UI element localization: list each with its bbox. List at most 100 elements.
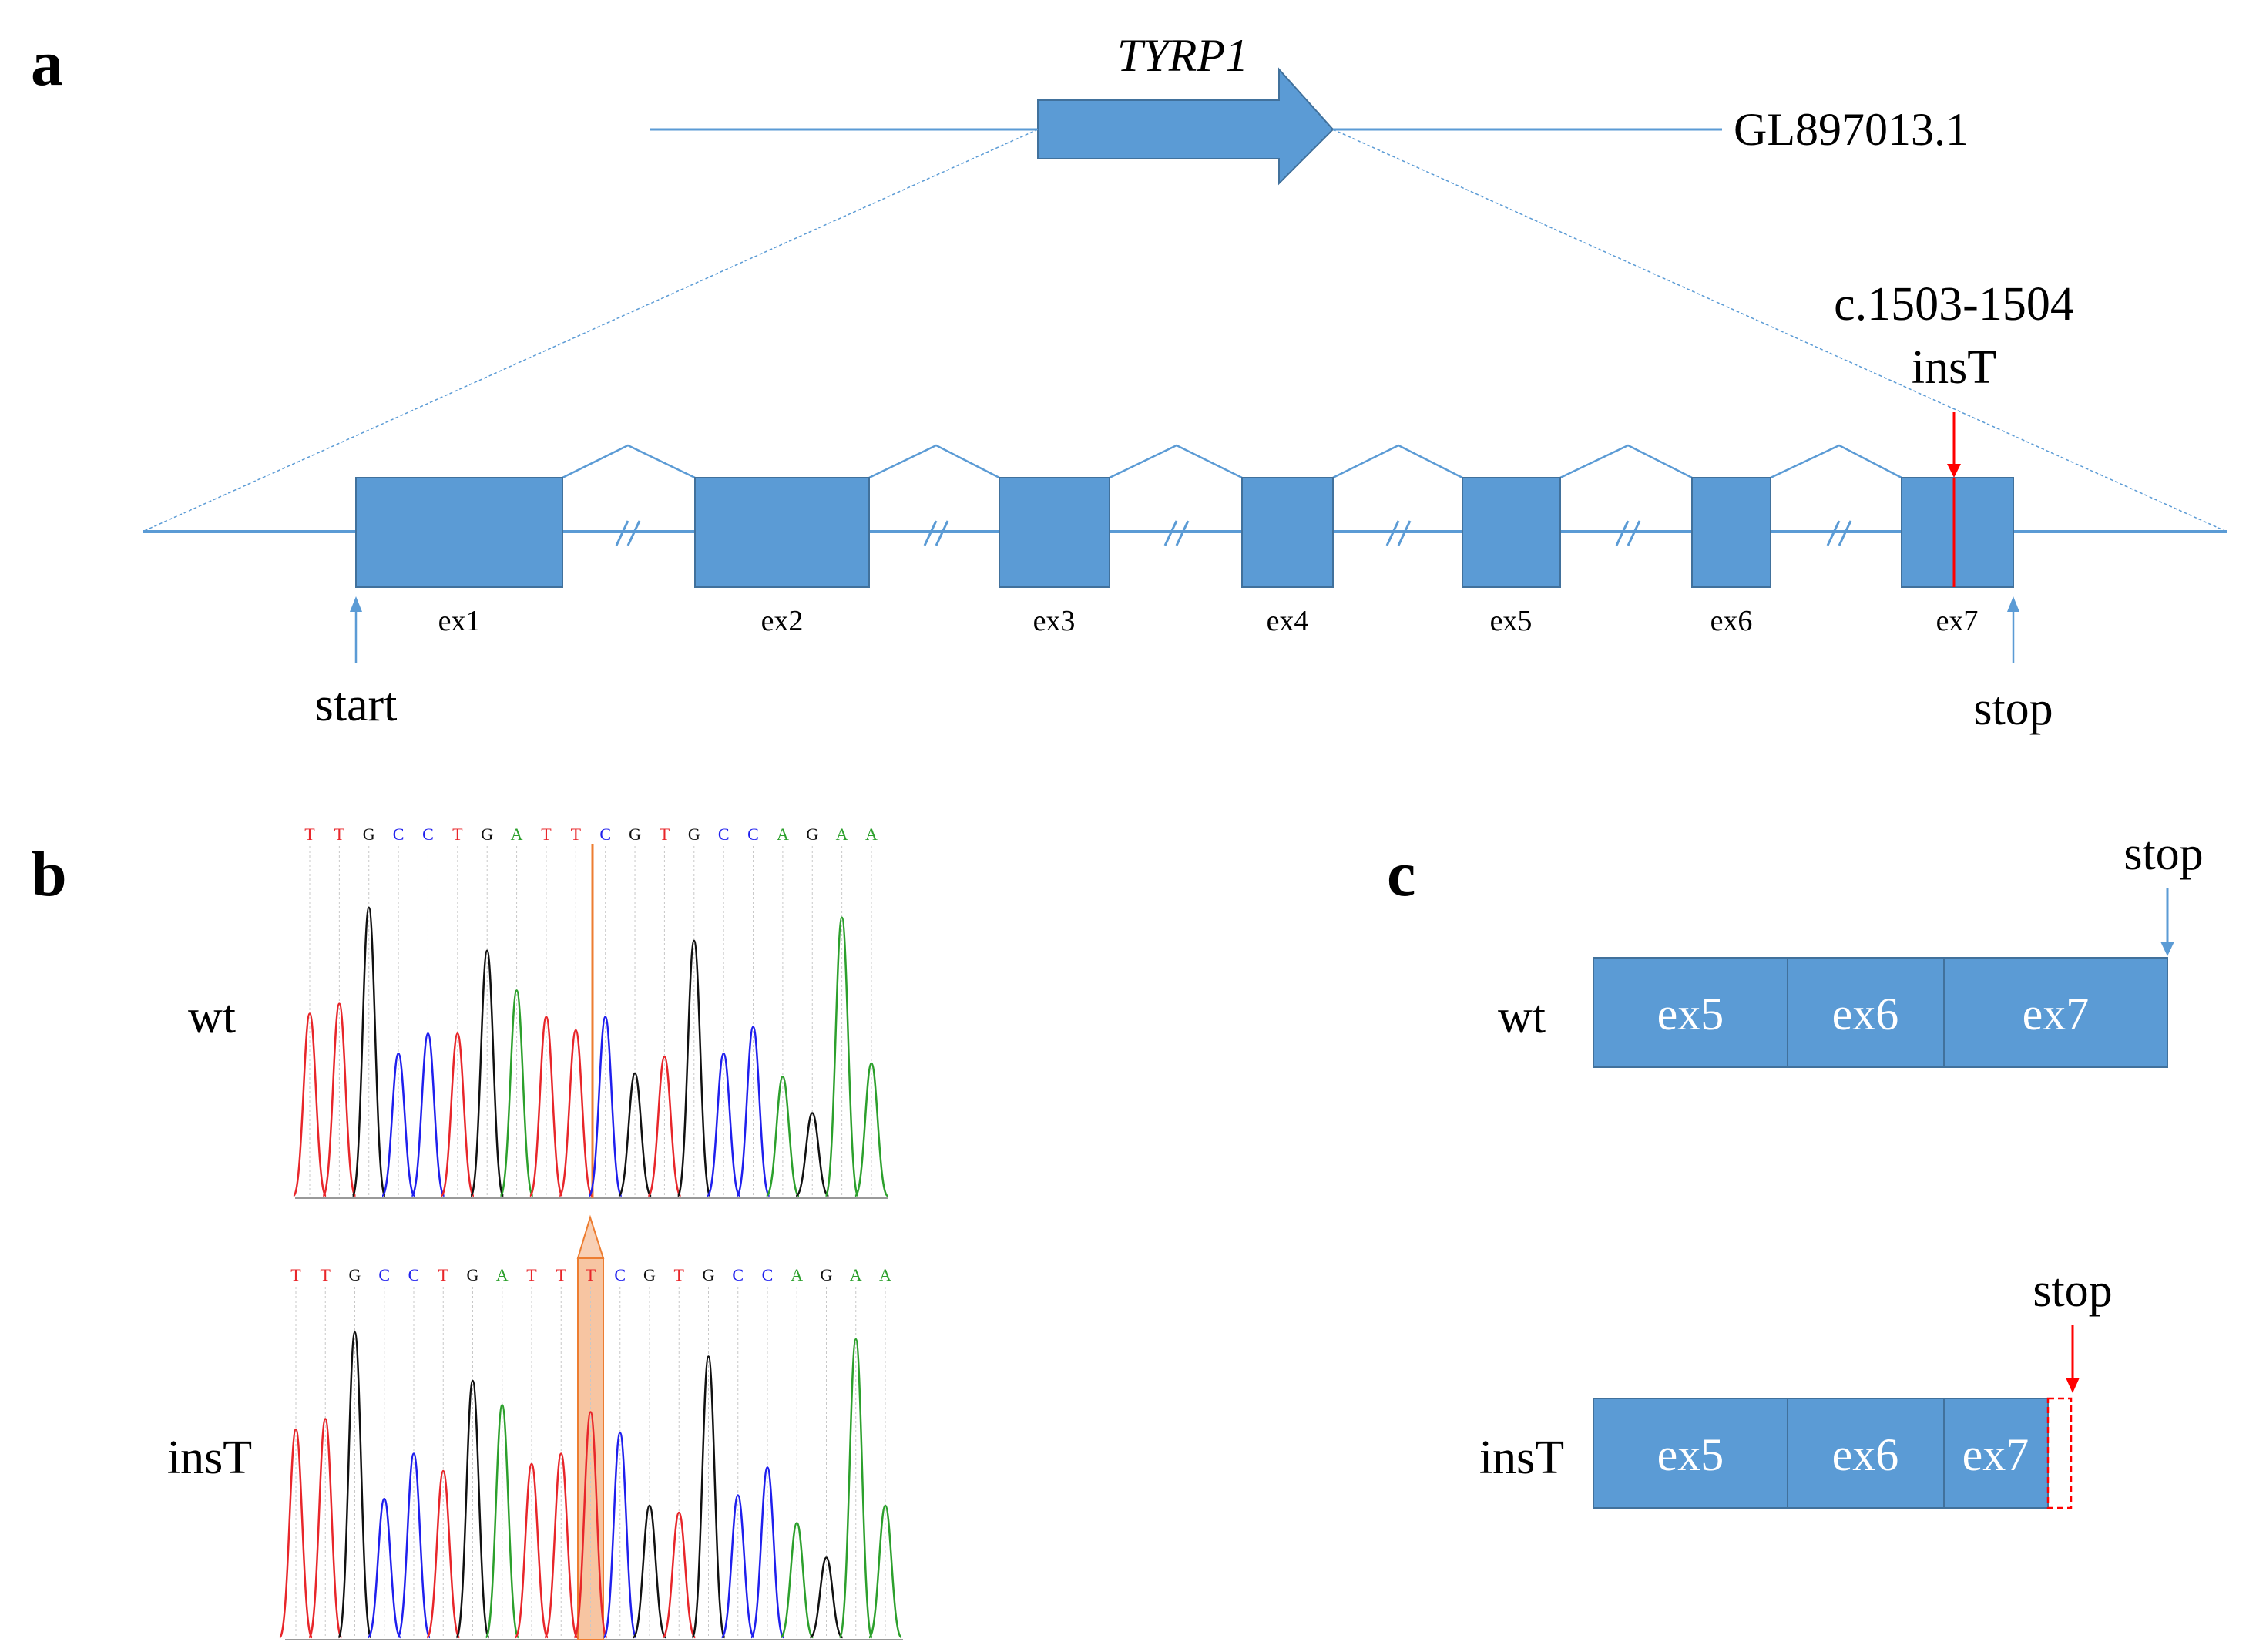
trace-peak [381,1052,416,1197]
zoom-line-right [1332,129,2227,532]
trace-peak [809,1556,844,1639]
mutation-label-line2: insT [1912,341,1996,394]
base-call: G [467,1265,479,1284]
exon-blocks [355,477,2014,588]
base-call: G [629,824,641,844]
base-call: A [865,824,878,844]
exon-label: ex5 [1490,605,1533,637]
base-call: T [571,824,582,844]
base-call: A [836,824,848,844]
exon-label: ex3 [1033,605,1076,637]
base-call: C [747,824,759,844]
wt-box-label: ex7 [2023,989,2090,1039]
wt-stop-arrowhead [2160,942,2174,956]
insertion-pointer [576,1214,605,1259]
trace-peak [868,1504,903,1639]
gene-name: TYRP1 [1117,30,1248,81]
base-call: G [806,824,818,844]
trace-peak [351,906,387,1197]
base-call: C [718,824,730,844]
base-call: A [791,1265,803,1284]
base-call: T [674,1265,685,1284]
base-call: G [821,1265,833,1284]
exon-block-5 [1462,477,1561,588]
trace-peak [588,1016,623,1197]
base-call: T [290,1265,301,1284]
base-call: T [438,1265,449,1284]
trace-peak [617,1072,653,1197]
base-call: A [879,1265,891,1284]
zoom-line-left [142,129,1039,532]
trace-peak [322,1002,357,1197]
panel-a-letter: a [31,28,63,99]
wt-trace-label: wt [188,991,236,1043]
ins-box-ex7 [1943,1398,2049,1509]
trace-peak [765,1075,801,1197]
stop-arrowhead [2007,596,2019,612]
base-call: T [334,824,345,844]
panel-c: c wt ex5 ex6 ex7 stop insT ex5 ex6 ex7 s… [1387,828,2204,1509]
trace-peak [396,1452,431,1639]
base-call: T [304,824,315,844]
base-call: T [321,1265,331,1284]
trace-peak [411,1032,445,1197]
truncated-region [2046,1397,2073,1509]
base-call: C [393,824,405,844]
base-call: G [363,824,375,844]
wt-transcript-label: wt [1498,991,1546,1043]
start-label: start [315,679,398,731]
trace-peak [367,1497,402,1639]
ins-box-label: ex7 [1962,1429,2029,1480]
ins-transcript [1593,1398,2049,1509]
exon-block-3 [999,477,1110,588]
ins-box-label: ex6 [1832,1429,1899,1480]
ins-box-ex6 [1787,1398,1945,1509]
trace-peak [455,1379,490,1639]
trace-peak [736,1026,770,1197]
exon-block-7 [1901,477,2014,588]
base-call: T [452,824,463,844]
base-call: G [703,1265,715,1284]
base-call: T [556,1265,567,1284]
trace-peak [485,1404,520,1639]
base-call: C [378,1265,390,1284]
trace-peak [838,1338,874,1639]
base-call: T [526,1265,537,1284]
trace-peak [661,1511,697,1639]
base-call: G [349,1265,361,1284]
trace-peak [720,1494,756,1639]
wt-box-ex6 [1787,957,1945,1068]
trace-peak [706,1052,741,1197]
wt-box-ex7 [1943,957,2168,1068]
mutation-label-line1: c.1503-1504 [1834,278,2074,331]
trace-peak [337,1331,372,1639]
base-call: T [660,824,670,844]
base-call: C [762,1265,774,1284]
wt-box-label: ex5 [1657,989,1724,1039]
exon-label: ex7 [1936,605,1979,637]
exon-label: ex2 [761,605,804,637]
base-call: A [496,1265,509,1284]
base-call: G [643,1265,656,1284]
gene-arrow [1037,67,1334,186]
exon-block-4 [1241,477,1334,588]
ins-stop-label: stop [2033,1264,2112,1317]
trace-peak [307,1418,343,1639]
base-call: C [408,1265,420,1284]
base-call: G [688,824,700,844]
trace-peak [514,1462,549,1639]
trace-peak [529,1016,564,1197]
ins-box-ex5 [1593,1398,1788,1509]
trace-peak [854,1062,889,1197]
splice-junctions [562,444,1902,479]
base-call: C [732,1265,744,1284]
ins-stop-arrowhead [2066,1378,2080,1393]
panel-c-letter: c [1387,838,1415,910]
trace-peak [469,949,505,1197]
ins-transcript-label: insT [1479,1432,1564,1484]
wt-stop-label: stop [2123,828,2203,880]
